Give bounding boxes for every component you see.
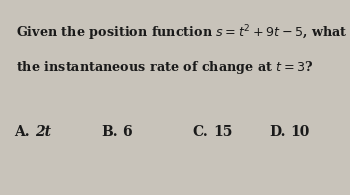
Text: Given the position function $s = t^2 + 9t - 5$, what is: Given the position function $s = t^2 + 9…	[16, 23, 350, 43]
Text: 10: 10	[290, 125, 310, 139]
Text: the instantaneous rate of change at $t = 3$?: the instantaneous rate of change at $t =…	[16, 58, 313, 75]
Text: D.: D.	[270, 125, 286, 139]
Text: 6: 6	[122, 125, 132, 139]
Text: 15: 15	[214, 125, 233, 139]
Text: A.: A.	[14, 125, 30, 139]
Text: B.: B.	[102, 125, 118, 139]
Text: 2t: 2t	[35, 125, 51, 139]
Text: C.: C.	[193, 125, 208, 139]
